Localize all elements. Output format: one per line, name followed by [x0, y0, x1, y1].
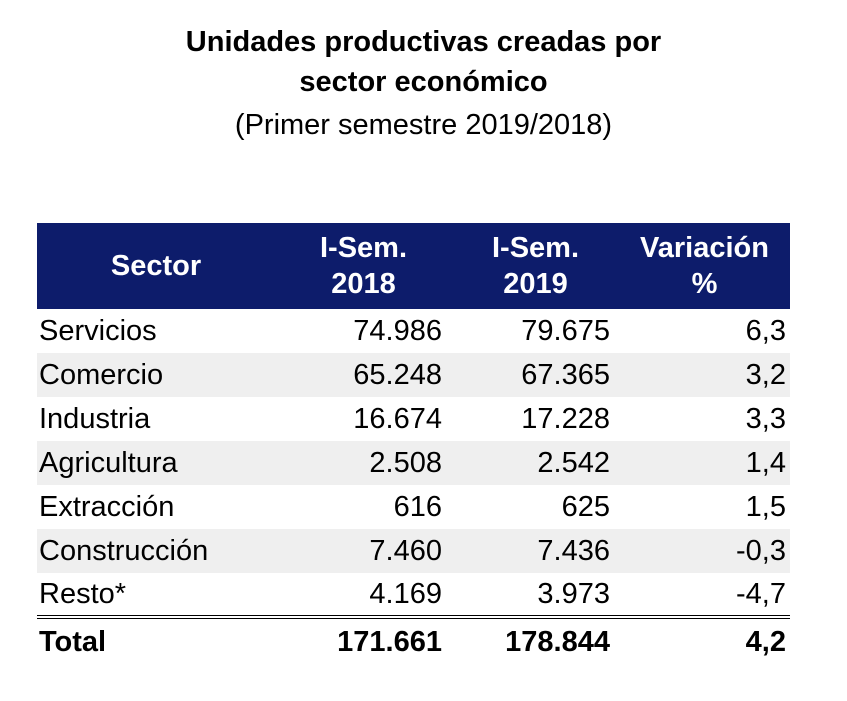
sem-2018-cell: 616 — [393, 490, 442, 523]
variacion-cell: 1,4 — [619, 441, 790, 485]
sem-2018-cell: 65.248 — [275, 353, 452, 397]
table-row: Industria 16.674 17.228 3,3 — [37, 397, 790, 441]
table-row: Comercio 65.248 67.365 3,2 — [37, 353, 790, 397]
sem-2019-cell: 7.436 — [452, 529, 619, 573]
sem-2018-cell: 7.460 — [275, 529, 452, 573]
table-row: Resto* 4.169 3.973 -4,7 — [37, 573, 790, 619]
variacion-cell: -0,3 — [619, 529, 790, 573]
sector-cell: Agricultura — [37, 441, 275, 485]
chart-title-line1: Unidades productivas creadas por — [185, 26, 662, 58]
table-header: Sector I-Sem. 2018 I-Sem. 2019 Variación… — [37, 223, 790, 309]
chart-title-line2: sector económico — [299, 66, 548, 98]
header-sem-2019: I-Sem. 2019 — [452, 223, 619, 309]
header-sem-2018-line1: I-Sem. — [319, 232, 408, 264]
sector-cell: Comercio — [37, 353, 275, 397]
header-sector: Sector — [37, 223, 275, 309]
header-sem-2018-line2: 2018 — [331, 268, 396, 300]
sem-2019-cell: 3.973 — [452, 573, 619, 619]
total-sem-2019: 178.844 — [505, 625, 610, 658]
chart-title-text: Unidades productivas creadas por sector e… — [0, 22, 847, 102]
chart-subtitle: (Primer semestre 2019/2018) — [234, 109, 613, 141]
sem-2018-cell: 74.986 — [353, 314, 442, 347]
table-row: Construcción 7.460 7.436 -0,3 — [37, 529, 790, 573]
sector-cell: Construcción — [37, 529, 275, 573]
header-sem-2018: I-Sem. 2018 — [275, 223, 452, 309]
table-row: Servicios 74.986 79.675 6,3 — [37, 309, 790, 353]
total-variacion: 4,2 — [745, 625, 786, 658]
sector-cell: Resto* — [37, 573, 275, 619]
variacion-cell: 3,2 — [619, 353, 790, 397]
sector-cell: Extracción — [39, 490, 175, 523]
header-row: Sector I-Sem. 2018 I-Sem. 2019 Variación… — [37, 223, 790, 309]
variacion-cell: 1,5 — [745, 490, 786, 523]
total-label: Total — [39, 625, 107, 658]
variacion-cell: -4,7 — [619, 573, 790, 619]
sem-2019-cell: 2.542 — [452, 441, 619, 485]
table-row: Extracción 616 625 1,5 — [37, 485, 790, 529]
data-table: Sector I-Sem. 2018 I-Sem. 2019 Variación… — [37, 223, 790, 665]
table-row: Agricultura 2.508 2.542 1,4 — [37, 441, 790, 485]
sector-cell: Industria — [39, 402, 151, 435]
header-sem-2019-line1: I-Sem. — [491, 232, 580, 264]
header-variacion-line2: % — [691, 268, 718, 300]
header-variacion: Variación % — [619, 223, 790, 309]
total-row: Total 171.661 178.844 4,2 — [37, 617, 790, 665]
variacion-cell: 6,3 — [745, 314, 786, 347]
sem-2019-cell: 67.365 — [452, 353, 619, 397]
header-sector-label: Sector — [110, 250, 202, 282]
sem-2018-cell: 16.674 — [353, 402, 442, 435]
sector-cell: Servicios — [39, 314, 157, 347]
table-body: Servicios 74.986 79.675 6,3 Comercio 65.… — [37, 309, 790, 619]
total-sem-2018: 171.661 — [337, 625, 442, 658]
sem-2019-cell: 625 — [561, 490, 610, 523]
table-footer: Total 171.661 178.844 4,2 — [37, 617, 790, 665]
chart-title: Unidades productivas creadas por sector e… — [0, 22, 847, 102]
header-sem-2019-line2: 2019 — [503, 268, 568, 300]
sem-2019-cell: 79.675 — [521, 314, 610, 347]
sem-2019-cell: 17.228 — [521, 402, 610, 435]
sem-2018-cell: 4.169 — [275, 573, 452, 619]
sem-2018-cell: 2.508 — [275, 441, 452, 485]
header-variacion-line1: Variación — [640, 232, 769, 264]
variacion-cell: 3,3 — [745, 402, 786, 435]
